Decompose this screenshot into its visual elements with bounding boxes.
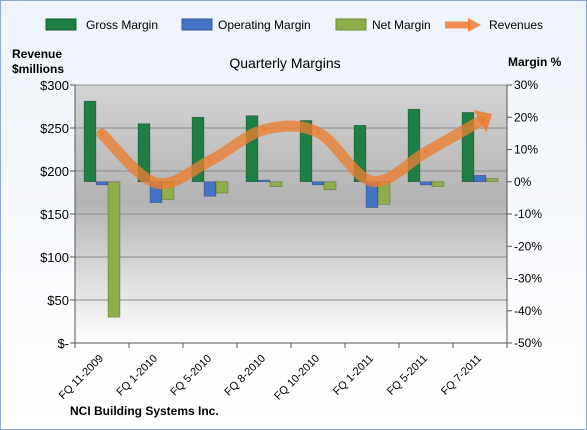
left-tick-label: $100 bbox=[40, 250, 69, 265]
bar-gross-margin-0 bbox=[83, 100, 97, 183]
legend-label-gross-margin: Gross Margin bbox=[86, 18, 158, 32]
left-tick-label: $150 bbox=[40, 207, 69, 222]
bar-gross-margin-3 bbox=[245, 115, 259, 183]
right-tick-label: 10% bbox=[514, 143, 538, 157]
left-tick-label: $200 bbox=[40, 164, 69, 179]
legend-swatch-operating-margin bbox=[181, 18, 213, 31]
bar-net-margin-7 bbox=[485, 178, 499, 183]
right-axis-title: Margin % bbox=[508, 55, 562, 69]
legend-swatch-revenues-arrowhead bbox=[468, 18, 481, 32]
bar-net-margin-2 bbox=[215, 181, 229, 194]
left-axis-title-line1: Revenue bbox=[12, 47, 62, 61]
right-tick-label: 20% bbox=[514, 110, 538, 124]
left-tick-label: $50 bbox=[47, 293, 69, 308]
right-tick-label: 0% bbox=[514, 175, 532, 189]
bar-net-margin-0 bbox=[107, 181, 121, 318]
bar-net-margin-3 bbox=[269, 181, 283, 187]
bar-gross-margin-4 bbox=[299, 120, 313, 183]
bar-operating-margin-3 bbox=[257, 179, 271, 183]
bar-operating-margin-6 bbox=[419, 181, 433, 186]
bar-net-margin-4 bbox=[323, 181, 337, 191]
right-tick-label: 30% bbox=[514, 78, 538, 92]
revenues-point-1 bbox=[154, 181, 158, 186]
bar-net-margin-6 bbox=[431, 181, 445, 187]
right-tick-label: -10% bbox=[514, 207, 542, 221]
revenues-line-arrowhead bbox=[473, 109, 493, 133]
right-tick-label: -30% bbox=[514, 272, 542, 286]
right-tick-label: -50% bbox=[514, 336, 542, 350]
revenues-point-4 bbox=[316, 130, 320, 135]
bar-gross-margin-6 bbox=[407, 108, 421, 183]
revenues-point-2 bbox=[208, 158, 212, 163]
legend-label-operating-margin: Operating Margin bbox=[218, 18, 311, 32]
revenues-line bbox=[96, 115, 486, 190]
revenues-point-7 bbox=[478, 119, 482, 124]
chart-title: Quarterly Margins bbox=[229, 55, 340, 71]
left-tick-label: $- bbox=[57, 336, 69, 351]
bar-operating-margin-2 bbox=[203, 181, 217, 197]
legend-swatch-net-margin bbox=[335, 18, 367, 31]
revenues-point-0 bbox=[100, 132, 104, 137]
legend-label-net-margin: Net Margin bbox=[372, 18, 431, 32]
bar-operating-margin-0 bbox=[95, 181, 109, 186]
bar-operating-margin-4 bbox=[311, 181, 325, 186]
legend-label-revenues: Revenues bbox=[489, 18, 543, 32]
left-tick-label: $250 bbox=[40, 121, 69, 136]
bar-operating-margin-7 bbox=[473, 175, 487, 183]
left-tick-label: $300 bbox=[40, 78, 69, 93]
right-tick-label: -20% bbox=[514, 239, 542, 253]
legend: Gross Margin Operating Margin Net Margin… bbox=[45, 18, 543, 32]
revenues-point-3 bbox=[262, 127, 266, 132]
revenues-point-5 bbox=[370, 179, 374, 184]
revenues-point-6 bbox=[424, 150, 428, 155]
legend-swatch-gross-margin bbox=[45, 18, 77, 31]
right-tick-label: -40% bbox=[514, 304, 542, 318]
left-axis-title-line2: $millions bbox=[12, 62, 64, 76]
company-name: NCI Building Systems Inc. bbox=[70, 404, 219, 418]
